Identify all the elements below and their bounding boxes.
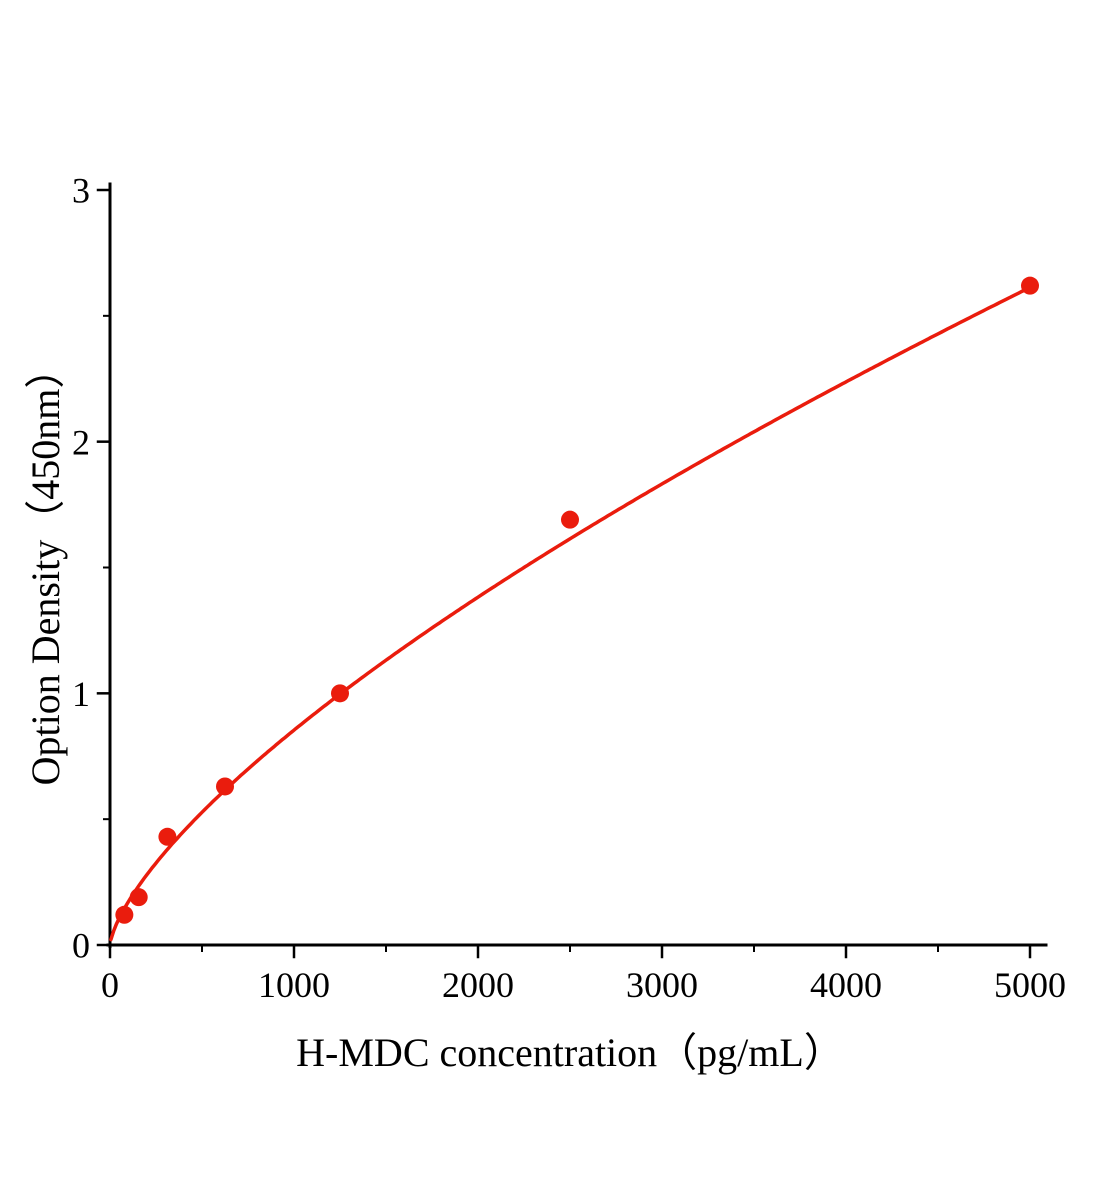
x-tick-label: 3000: [626, 965, 698, 1005]
x-tick-label: 4000: [810, 965, 882, 1005]
x-tick-label: 1000: [258, 965, 330, 1005]
x-axis-title: H-MDC concentration（pg/mL）: [296, 1030, 844, 1075]
curve: [109, 285, 1032, 942]
x-tick-label: 0: [101, 965, 119, 1005]
y-tick-label: 3: [72, 171, 90, 211]
x-tick-label: 5000: [994, 965, 1066, 1005]
data-point: [331, 684, 349, 703]
data-point: [129, 888, 148, 907]
y-axis-title: Option Density（450nm）: [23, 348, 68, 786]
x-tick-label: 2000: [442, 965, 514, 1005]
data-point: [216, 777, 234, 796]
y-tick-label: 1: [72, 674, 90, 714]
data-point: [1021, 276, 1039, 295]
y-tick-label: 2: [72, 422, 90, 462]
data-point: [158, 827, 177, 846]
data-point: [115, 905, 134, 924]
y-tick-label: 0: [72, 926, 90, 966]
data-point: [561, 510, 579, 529]
